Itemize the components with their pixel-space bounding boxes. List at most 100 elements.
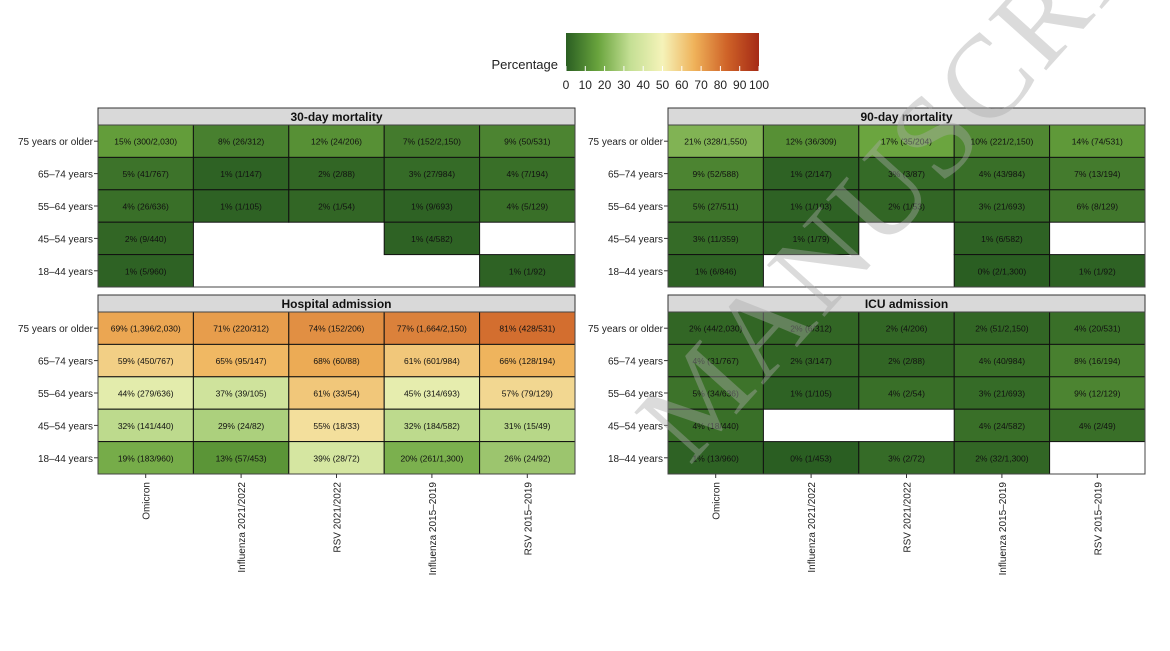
column-label: RSV 2021/2022 — [903, 482, 914, 553]
heatmap-cell — [479, 156, 576, 191]
heatmap-cell — [1049, 408, 1146, 443]
heatmap-cell — [97, 156, 194, 191]
row-label: 75 years or older — [18, 137, 94, 148]
panel: ICU admission 75 years or older 65–74 year… — [588, 294, 1146, 576]
legend-tick-label: 90 — [733, 78, 747, 92]
cell-label: 74% (152/206) — [309, 324, 365, 334]
heatmap-cell — [97, 221, 194, 256]
heatmap-cell — [953, 221, 1051, 256]
heatmap-cell — [288, 189, 385, 223]
cell-label: 9% (52/588) — [693, 169, 739, 179]
heatmap-cell — [288, 124, 385, 158]
heatmap-cell — [192, 156, 290, 191]
heatmap-cell — [1049, 376, 1146, 410]
heatmap-cell — [953, 376, 1051, 410]
row-label: 75 years or older — [588, 137, 664, 148]
cell-label: 3% (21/693) — [979, 389, 1025, 399]
legend-tick-label: 30 — [617, 78, 631, 92]
cell-label: 3% (21/693) — [979, 202, 1025, 212]
heatmap-cell — [1049, 311, 1146, 345]
cell-label: 2% (2/88) — [888, 356, 925, 366]
cell-label: 37% (39/105) — [216, 389, 267, 399]
cell-label: 2% (4/206) — [886, 324, 928, 334]
heatmap-cell — [762, 376, 860, 410]
heatmap-cell — [1049, 254, 1146, 288]
cell-label: 3% (2/72) — [888, 453, 925, 463]
heatmap-cell — [479, 408, 576, 443]
cell-label: 1% (1/79) — [793, 234, 830, 244]
column-label: Influenza 2015–2019 — [998, 482, 1009, 576]
row-label: 18–44 years — [38, 267, 93, 278]
heatmap-cell — [192, 189, 290, 223]
row-label: 55–64 years — [608, 389, 663, 400]
heatmap-cell — [97, 376, 194, 410]
cell-label: 5% (34/636) — [693, 389, 739, 399]
panel: 30-day mortality 75 years or older 65–74 y… — [18, 107, 576, 288]
row-label: 65–74 years — [608, 170, 663, 181]
heatmap-cell — [383, 221, 481, 256]
panel-title: 30-day mortality — [290, 110, 382, 124]
heatmap-cell — [288, 343, 385, 378]
cell-label: 2% (1/53) — [888, 202, 925, 212]
cell-label: 2% (2/88) — [318, 169, 355, 179]
cell-label: 1% (2/147) — [790, 169, 832, 179]
heatmap-cell — [479, 376, 576, 410]
heatmap-cell — [858, 311, 955, 345]
row-label: 75 years or older — [588, 324, 664, 335]
legend-tick-label: 80 — [714, 78, 728, 92]
heatmap-cell — [97, 254, 194, 288]
column-label: RSV 2015–2019 — [523, 482, 534, 556]
cell-label: 4% (2/54) — [888, 389, 925, 399]
cell-label: 2% (9/440) — [125, 234, 167, 244]
cell-label: 31% (15/49) — [504, 421, 550, 431]
cell-label: 32% (141/440) — [118, 421, 174, 431]
legend-title: Percentage — [492, 57, 559, 72]
row-label: 65–74 years — [38, 357, 93, 368]
cell-label: 5% (27/511) — [693, 202, 739, 212]
cell-label: 1% (5/960) — [125, 266, 167, 276]
cell-label: 6% (8/129) — [1077, 202, 1119, 212]
column-label: Omicron — [712, 482, 723, 520]
heatmap-cell — [858, 376, 955, 410]
cell-label: 65% (95/147) — [216, 356, 267, 366]
cell-label: 3% (27/984) — [409, 169, 455, 179]
cell-label: 26% (24/92) — [504, 453, 550, 463]
row-label: 18–44 years — [608, 454, 663, 465]
cell-label: 55% (18/33) — [313, 421, 359, 431]
cell-label: 3% (11/359) — [693, 234, 739, 244]
heatmap-cell — [953, 124, 1051, 158]
cell-label: 1% (1/147) — [220, 169, 262, 179]
heatmap-cell — [288, 376, 385, 410]
cell-label: 2% (1/54) — [318, 202, 355, 212]
cell-label: 2% (51/2,150) — [975, 324, 1029, 334]
cell-label: 1% (13/960) — [693, 453, 739, 463]
legend-tick-label: 100 — [749, 78, 769, 92]
row-label: 45–54 years — [38, 234, 93, 245]
heatmap-cell — [953, 156, 1051, 191]
heatmap-cell — [192, 343, 290, 378]
cell-label: 4% (43/984) — [979, 169, 1025, 179]
row-label: 55–64 years — [608, 202, 663, 213]
heatmap-cell — [953, 408, 1051, 443]
heatmap-cell — [953, 441, 1051, 475]
heatmap-cell — [383, 156, 481, 191]
legend-tick-label: 60 — [675, 78, 689, 92]
heatmap-cell — [762, 156, 860, 191]
cell-label: 4% (20/531) — [1074, 324, 1120, 334]
cell-label: 61% (33/54) — [313, 389, 359, 399]
cell-label: 1% (1/103) — [790, 202, 832, 212]
heatmap-cell — [858, 189, 955, 223]
heatmap-cell — [1049, 343, 1146, 378]
heatmap-cell — [953, 311, 1051, 345]
cell-label: 2% (6/312) — [790, 324, 832, 334]
heatmap-cell — [479, 311, 576, 345]
legend-tick-label: 20 — [598, 78, 612, 92]
cell-label: 77% (1,664/2,150) — [397, 324, 467, 334]
cell-label: 32% (184/582) — [404, 421, 460, 431]
row-label: 55–64 years — [38, 389, 93, 400]
heatmap-panels: 30-day mortality 75 years or older 65–74 y… — [18, 107, 1146, 576]
heatmap-cell — [667, 254, 764, 288]
heatmap-cell — [953, 343, 1051, 378]
heatmap-cell — [288, 156, 385, 191]
